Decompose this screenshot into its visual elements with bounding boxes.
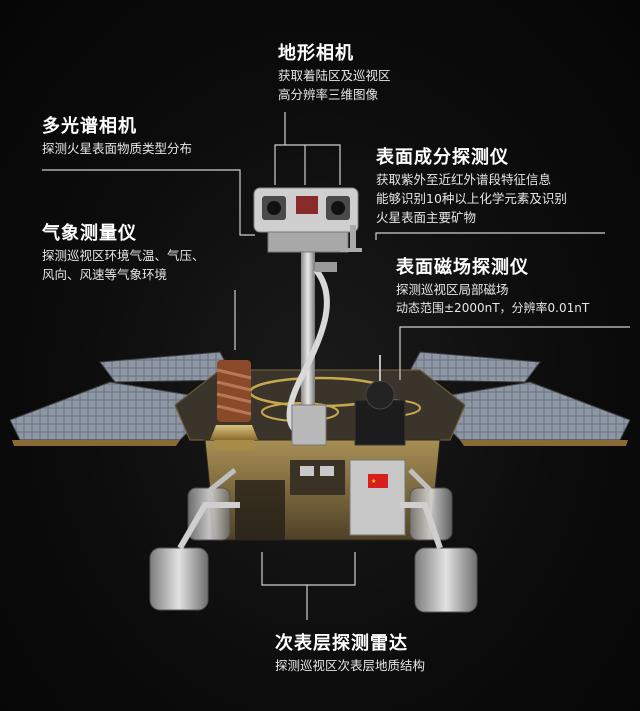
meteorology-instrument — [210, 360, 258, 450]
magnetometer-title: 表面磁场探测仪 — [396, 257, 529, 278]
rover-body: ★ — [204, 439, 441, 541]
right-wheels — [400, 468, 478, 613]
camera-head — [253, 187, 362, 253]
leader-lines — [42, 112, 630, 620]
label-terrain-camera: 地形相机 获取着陆区及巡视区 高分辨率三维图像 — [278, 42, 391, 104]
svg-text:★: ★ — [371, 478, 376, 485]
multispectral-camera-title: 多光谱相机 — [42, 116, 137, 137]
terrain-camera-title: 地形相机 — [278, 43, 354, 64]
magnetometer-instrument — [354, 355, 406, 446]
label-multispectral-camera: 多光谱相机 探测火星表面物质类型分布 — [42, 115, 192, 158]
label-surface-composition: 表面成分探测仪 获取紫外至近红外谱段特征信息 能够识别10种以上化学元素及识别 … — [376, 146, 567, 227]
radar-title: 次表层探测雷达 — [275, 633, 408, 654]
surface-composition-desc-line1: 获取紫外至近红外谱段特征信息 — [376, 172, 552, 187]
meteorology-desc-line2: 风向、风速等气象环境 — [42, 267, 168, 282]
magnetometer-desc-line1: 探测巡视区局部磁场 — [396, 282, 509, 297]
surface-composition-desc-line3: 火星表面主要矿物 — [376, 210, 477, 225]
magnetometer-desc-line2: 动态范围±2000nT，分辨率0.01nT — [396, 301, 590, 315]
radar-desc-line1: 探测巡视区次表层地质结构 — [275, 658, 426, 673]
label-meteorology: 气象测量仪 探测巡视区环境气温、气压、 风向、风速等气象环境 — [42, 222, 205, 284]
left-wheels — [149, 468, 240, 611]
label-magnetometer: 表面磁场探测仪 探测巡视区局部磁场 动态范围±2000nT，分辨率0.01nT — [396, 256, 589, 318]
surface-composition-title: 表面成分探测仪 — [376, 147, 509, 168]
camera-mast — [286, 250, 337, 446]
meteorology-desc-line1: 探测巡视区环境气温、气压、 — [42, 248, 205, 263]
surface-composition-desc-line2: 能够识别10种以上化学元素及识别 — [376, 191, 567, 206]
terrain-camera-desc-line1: 获取着陆区及巡视区 — [278, 68, 391, 83]
multispectral-camera-desc-line1: 探测火星表面物质类型分布 — [42, 141, 193, 156]
terrain-camera-desc-line2: 高分辨率三维图像 — [278, 87, 379, 102]
label-radar: 次表层探测雷达 探测巡视区次表层地质结构 — [275, 632, 425, 675]
meteorology-title: 气象测量仪 — [42, 223, 137, 244]
left-solar-panels — [9, 351, 236, 446]
flag-red-icon — [368, 474, 388, 488]
